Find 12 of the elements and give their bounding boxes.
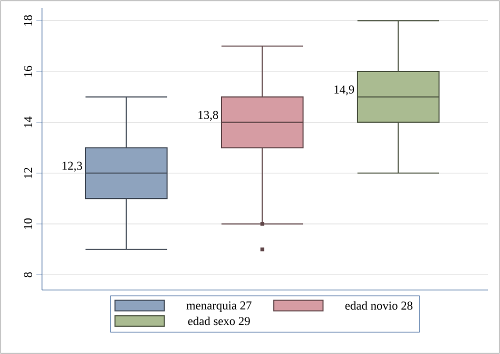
annotation: 13,8 [198,110,218,121]
legend-label: menarquia 27 [186,301,252,312]
legend-label: edad novio 28 [345,301,412,310]
annotation: 12,3 [62,162,82,172]
legend-label: edad sexo 29 [188,316,250,326]
y-tick-label: 18 [24,15,32,26]
y-tick-label: 16 [24,66,32,76]
y-tick-label: 14 [24,116,32,128]
y-tick-label: 8 [24,272,32,278]
annotation: 14,9 [334,86,354,96]
y-tick-label: 12 [24,168,32,178]
y-tick-label: 10 [24,218,32,229]
